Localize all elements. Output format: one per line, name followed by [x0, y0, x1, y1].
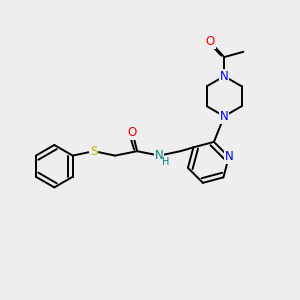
Text: N: N	[224, 150, 233, 164]
Text: N: N	[155, 149, 164, 162]
Text: O: O	[206, 35, 215, 48]
Text: N: N	[220, 70, 229, 83]
Text: S: S	[90, 145, 98, 158]
Text: O: O	[127, 126, 136, 140]
Text: H: H	[162, 157, 169, 167]
Text: N: N	[220, 110, 229, 123]
